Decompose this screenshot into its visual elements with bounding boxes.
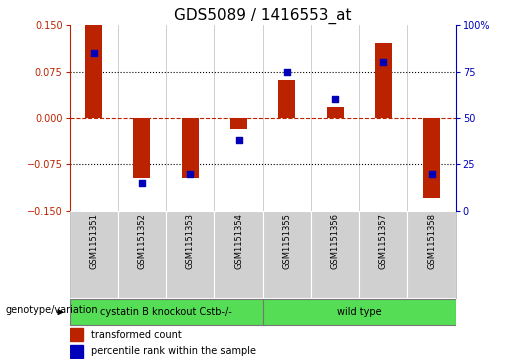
Bar — [311, 211, 359, 298]
Point — [138, 180, 146, 186]
Bar — [359, 211, 407, 298]
Bar — [278, 80, 295, 118]
Text: wild type: wild type — [337, 307, 382, 317]
Point — [234, 137, 243, 143]
Bar — [263, 211, 311, 298]
Text: GSM1151357: GSM1151357 — [379, 213, 388, 269]
Bar — [182, 118, 199, 179]
Point — [331, 97, 339, 102]
Text: percentile rank within the sample: percentile rank within the sample — [91, 346, 256, 356]
Text: GSM1151353: GSM1151353 — [186, 213, 195, 269]
Point — [379, 60, 387, 65]
Text: GSM1151354: GSM1151354 — [234, 213, 243, 269]
Bar — [423, 118, 440, 198]
Text: cystatin B knockout Cstb-/-: cystatin B knockout Cstb-/- — [100, 307, 232, 317]
Text: GSM1151358: GSM1151358 — [427, 213, 436, 269]
Bar — [407, 211, 456, 298]
Point — [283, 69, 291, 75]
Bar — [118, 211, 166, 298]
Bar — [70, 345, 83, 358]
Bar — [70, 211, 118, 298]
Bar — [375, 43, 392, 118]
Text: transformed count: transformed count — [91, 330, 181, 340]
Bar — [70, 328, 83, 341]
Bar — [214, 211, 263, 298]
Text: GSM1151356: GSM1151356 — [331, 213, 339, 269]
Bar — [166, 211, 214, 298]
Point — [90, 50, 98, 56]
Text: GSM1151355: GSM1151355 — [282, 213, 291, 269]
Point — [427, 171, 436, 176]
Bar — [133, 118, 150, 178]
Bar — [327, 107, 344, 118]
Point — [186, 171, 194, 176]
Text: genotype/variation: genotype/variation — [5, 305, 98, 315]
Bar — [70, 299, 263, 325]
Title: GDS5089 / 1416553_at: GDS5089 / 1416553_at — [174, 8, 351, 24]
Bar — [230, 118, 247, 129]
Bar — [263, 299, 456, 325]
Text: GSM1151352: GSM1151352 — [138, 213, 146, 269]
Bar — [85, 24, 102, 118]
Text: GSM1151351: GSM1151351 — [89, 213, 98, 269]
